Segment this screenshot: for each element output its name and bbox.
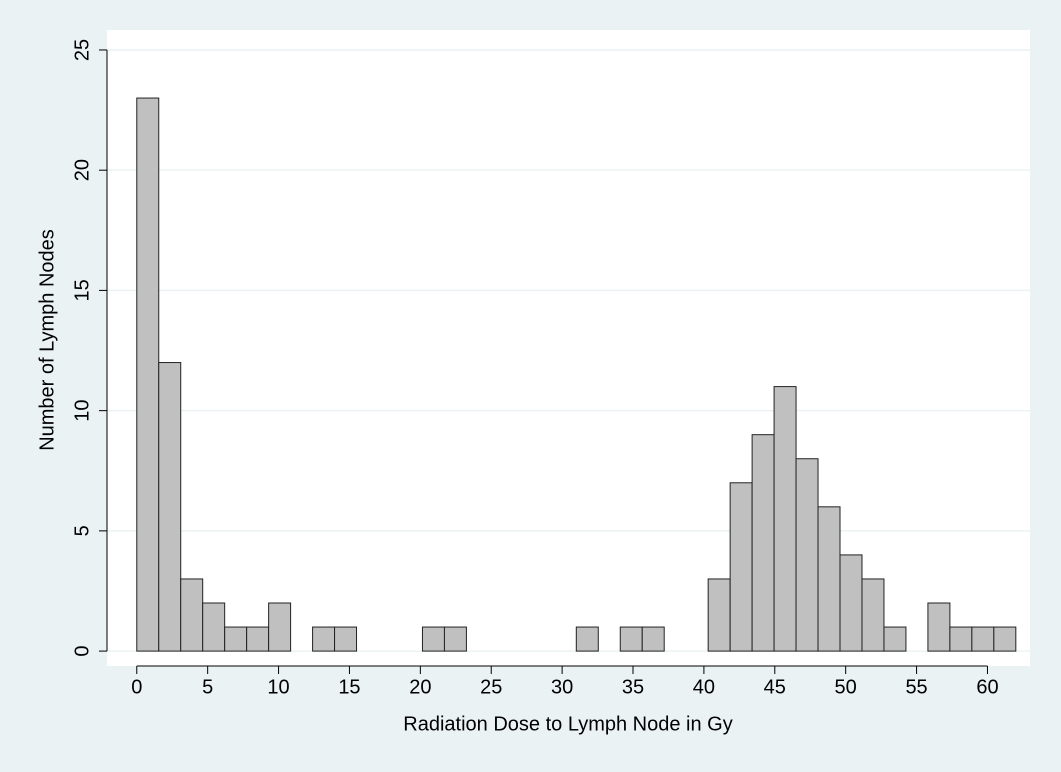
x-tick-label: 0: [131, 676, 142, 698]
bar: [883, 626, 907, 652]
bar: [136, 97, 160, 652]
x-tick-label: 20: [409, 676, 431, 698]
x-axis-label: Radiation Dose to Lymph Node in Gy: [403, 713, 732, 735]
y-tick-label: 5: [71, 525, 93, 536]
x-tick-label: 30: [551, 676, 573, 698]
bar: [312, 626, 336, 652]
y-tick-label: 25: [71, 39, 93, 61]
bar: [158, 362, 182, 652]
x-tick-label: 50: [835, 676, 857, 698]
x-tick-label: 25: [480, 676, 502, 698]
bar: [949, 626, 973, 652]
bar: [224, 626, 248, 652]
x-tick-label: 40: [693, 676, 715, 698]
bar: [993, 626, 1017, 652]
plot-area: [107, 30, 1030, 666]
bar: [861, 578, 885, 652]
bar: [246, 626, 270, 652]
x-tick-label: 10: [267, 676, 289, 698]
bar: [421, 626, 445, 652]
y-tick-label: 0: [71, 646, 93, 657]
bar: [707, 578, 731, 652]
x-tick-label: 55: [905, 676, 927, 698]
y-tick-label: 10: [71, 400, 93, 422]
bar: [773, 386, 797, 652]
bar: [268, 602, 292, 652]
y-tick-label: 20: [71, 159, 93, 181]
bar: [619, 626, 643, 652]
bar: [729, 482, 753, 652]
x-tick-label: 60: [976, 676, 998, 698]
bar: [795, 458, 819, 652]
y-tick-label: 15: [71, 279, 93, 301]
x-tick-label: 15: [338, 676, 360, 698]
y-axis-label: Number of Lymph Nodes: [36, 229, 58, 451]
bar: [839, 554, 863, 652]
bar: [180, 578, 204, 652]
bar: [751, 434, 775, 652]
bar: [927, 602, 951, 652]
bar: [641, 626, 665, 652]
bar: [817, 506, 841, 652]
bar: [443, 626, 467, 652]
x-tick-label: 5: [202, 676, 213, 698]
x-tick-label: 35: [622, 676, 644, 698]
bar: [575, 626, 599, 652]
bar: [202, 602, 226, 652]
bar: [334, 626, 358, 652]
bar: [971, 626, 995, 652]
x-tick-label: 45: [764, 676, 786, 698]
